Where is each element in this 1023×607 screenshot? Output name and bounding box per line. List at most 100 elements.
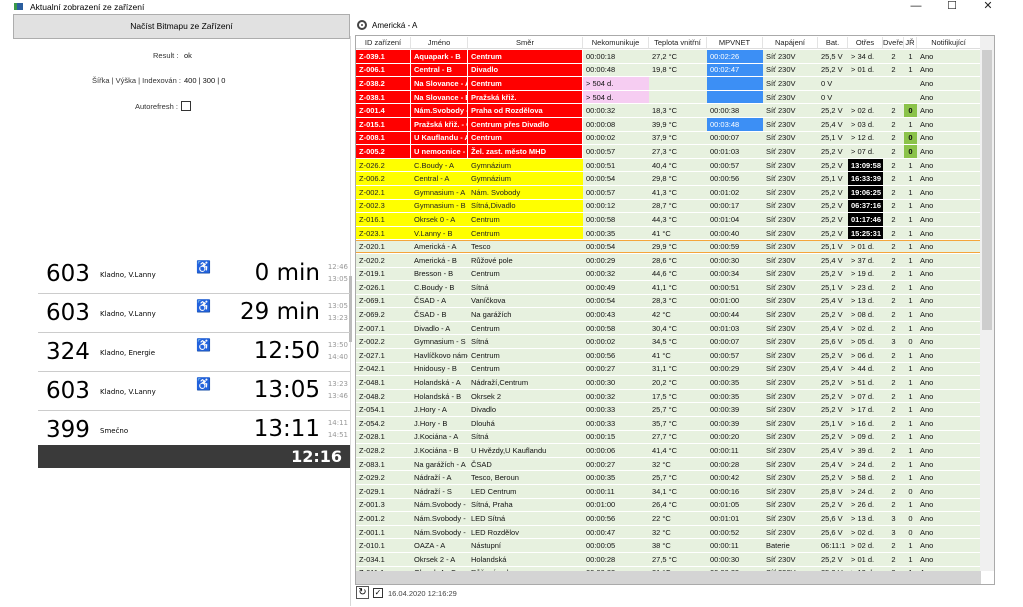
cell-name: Americká - B xyxy=(411,253,468,267)
table-row[interactable]: Z-083.1 Na garážích - A ČSAD 00:00:27 32 °C 0… xyxy=(356,457,981,471)
table-row[interactable]: Z-001.3 Nám.Svobody - I Sítná, Praha 00:01:… xyxy=(356,498,981,512)
refresh-icon[interactable]: ↻ xyxy=(356,586,369,599)
cell-shock: > 12 d. xyxy=(848,131,883,145)
cell-battery: 25,2 V xyxy=(818,185,848,199)
cell-temperature: 30,4 °C xyxy=(649,321,707,335)
table-row[interactable]: Z-015.1 Pražská křiž. - C Centrum přes Div… xyxy=(356,117,981,131)
table-row[interactable]: Z-008.1 U Kauflandu - A Centrum 00:00:02 37,… xyxy=(356,131,981,145)
cell-temperature: 25,7 °C xyxy=(649,471,707,484)
cell-notifying: Ano xyxy=(917,77,981,90)
cell-mpvnet: 00:02:26 xyxy=(707,50,763,63)
next-time-1: 13:23 xyxy=(327,380,348,388)
app-icon xyxy=(14,3,23,10)
cell-power: Síť 230V xyxy=(763,253,818,267)
cell-direction: Centrum xyxy=(468,50,583,63)
table-row[interactable]: Z-069.1 ČSAD - A Vaníčkova 00:00:54 28,3 °C 0… xyxy=(356,294,981,308)
column-header[interactable]: JŘ xyxy=(904,37,917,49)
table-row[interactable]: Z-006.1 Central - B Divadlo 00:00:48 19,8 °C… xyxy=(356,63,981,77)
table-row[interactable]: Z-010.1 OAZA - A Nástupní 00:00:05 38 °C 00:0… xyxy=(356,539,981,552)
column-header[interactable]: Notifikující xyxy=(917,37,981,49)
table-row[interactable]: Z-001.2 Nám.Svobody - S LED Sítná 00:00:56 2… xyxy=(356,512,981,525)
table-row[interactable]: Z-006.2 Central - A Gymnázium 00:00:54 29,8 … xyxy=(356,172,981,185)
cell-doors: 2 xyxy=(883,457,904,471)
table-row[interactable]: Z-069.2 ČSAD - B Na garážích 00:00:43 42 °C 0… xyxy=(356,308,981,321)
cell-battery: 25,4 V xyxy=(818,253,848,267)
table-row[interactable]: Z-002.1 Gymnasium - A Nám. Svobody 00:00:57… xyxy=(356,185,981,199)
cell-temperature: 44,3 °C xyxy=(649,213,707,226)
table-row[interactable]: Z-029.1 Nádraží - S LED Centrum 00:00:11 34,… xyxy=(356,485,981,498)
column-header[interactable]: Směr xyxy=(468,37,583,49)
minimize-button[interactable]: — xyxy=(910,0,922,12)
maximize-button[interactable]: ☐ xyxy=(947,0,957,12)
column-header[interactable]: Bat. xyxy=(818,37,848,49)
cell-device-id: Z-034.1 xyxy=(356,552,411,566)
column-header[interactable]: Napájení xyxy=(763,37,818,49)
table-row[interactable]: Z-007.1 Divadlo - A Centrum 00:00:58 30,4 °C… xyxy=(356,321,981,335)
cell-battery: 25,1 V xyxy=(818,131,848,145)
table-row[interactable]: Z-002.3 Gymnasium - B Sítná,Divadlo 00:00:1… xyxy=(356,199,981,213)
cell-notifying: Ano xyxy=(917,199,981,213)
table-row[interactable]: Z-002.2 Gymnasium - S Sítná 00:00:02 34,5 °C… xyxy=(356,335,981,349)
table-row[interactable]: Z-048.1 Holandská - A Nádraží,Centrum 00:00… xyxy=(356,376,981,389)
cell-doors: 2 xyxy=(883,403,904,417)
table-row[interactable]: Z-005.2 U nemocnice - C Žel. zast. město M… xyxy=(356,145,981,158)
column-header[interactable]: Jméno xyxy=(411,37,468,49)
cell-power: Síť 230V xyxy=(763,362,818,376)
cell-mpvnet: 00:00:17 xyxy=(707,199,763,213)
column-header[interactable]: MPVNET xyxy=(707,37,763,49)
table-row[interactable]: Z-026.1 C.Boudy - B Sítná 00:00:49 41,1 °C 00… xyxy=(356,281,981,294)
table-row[interactable]: Z-054.1 J.Hory - A Divadlo 00:00:33 25,7 °C 0… xyxy=(356,403,981,417)
footer-checkbox[interactable]: ✓ xyxy=(373,588,383,598)
table-row[interactable]: Z-001.1 Nám.Svobody - S LED Rozdělov 00:00:… xyxy=(356,525,981,539)
cell-shock: > 05 d. xyxy=(848,335,883,349)
column-header[interactable]: Otřes xyxy=(848,37,883,49)
table-row[interactable]: Z-038.2 Na Slovance - A Centrum > 504 d. Síť… xyxy=(356,77,981,90)
table-row[interactable]: Z-054.2 J.Hory - B Dlouhá 00:00:33 35,7 °C 00… xyxy=(356,417,981,430)
table-row[interactable]: Z-019.1 Bresson - B Centrum 00:00:32 44,6 °C… xyxy=(356,267,981,281)
cell-jr: 1 xyxy=(904,403,917,417)
column-header[interactable]: Nekomunikuje xyxy=(583,37,649,49)
table-row[interactable]: Z-023.1 V.Lanny - B Centrum 00:00:35 41 °C 00… xyxy=(356,226,981,240)
cell-temperature: 19,8 °C xyxy=(649,63,707,77)
load-bitmap-button[interactable]: Načíst Bitmapu ze Zařízení xyxy=(13,14,350,39)
table-row[interactable]: Z-020.1 Americká - A Tesco 00:00:54 29,9 °C 0… xyxy=(356,240,981,253)
table-row[interactable]: Z-038.1 Na Slovance - B Pražská křiž. > 504… xyxy=(356,90,981,104)
table-row[interactable]: Z-039.1 Aquapark - B Centrum 00:00:18 27,2 °… xyxy=(356,50,981,63)
table-row[interactable]: Z-029.2 Nádraží - A Tesco, Beroun 00:00:35 2… xyxy=(356,471,981,484)
cell-power: Síť 230V xyxy=(763,430,818,444)
table-row[interactable]: Z-026.2 C.Boudy - A Gymnázium 00:00:51 40,4 … xyxy=(356,158,981,172)
table-row[interactable]: Z-034.1 Okrsek 2 - A Holandská 00:00:28 27,5… xyxy=(356,552,981,566)
cell-mpvnet: 00:01:05 xyxy=(707,498,763,512)
cell-notifying: Ano xyxy=(917,471,981,484)
column-header[interactable]: ID zařízení xyxy=(356,37,411,49)
cell-no-comm: 00:00:56 xyxy=(583,349,649,362)
table-header: ID zařízení Jméno Směr Nekomunikuje Teplota … xyxy=(356,37,981,49)
table-row[interactable]: Z-016.1 Okrsek 0 - A Centrum 00:00:58 44,3 °… xyxy=(356,213,981,226)
cell-mpvnet: 00:00:30 xyxy=(707,552,763,566)
cell-doors: 2 xyxy=(883,50,904,63)
vertical-scrollbar-thumb[interactable] xyxy=(982,50,992,330)
close-button[interactable]: ✕ xyxy=(983,0,993,12)
cell-notifying: Ano xyxy=(917,185,981,199)
table-row[interactable]: Z-048.2 Holandská - B Okrsek 2 00:00:32 17,5… xyxy=(356,389,981,403)
left-scrollbar-thumb[interactable] xyxy=(349,276,352,342)
cell-direction: Tesco xyxy=(468,240,583,253)
autorefresh-checkbox[interactable] xyxy=(181,101,191,111)
cell-shock: 16:33:39 xyxy=(848,172,883,185)
horizontal-scrollbar[interactable] xyxy=(356,571,981,584)
cell-power: Síť 230V xyxy=(763,145,818,158)
column-header[interactable]: Dveře xyxy=(883,37,904,49)
cell-jr: 1 xyxy=(904,539,917,552)
line-number: 399 xyxy=(46,417,90,443)
table-row[interactable]: Z-028.1 J.Kociána - A Sítná 00:00:15 27,7 °C… xyxy=(356,430,981,444)
cell-no-comm: 00:00:32 xyxy=(583,389,649,403)
device-select-icon[interactable] xyxy=(357,20,367,30)
cell-mpvnet: 00:00:11 xyxy=(707,539,763,552)
cell-no-comm: 00:00:02 xyxy=(583,335,649,349)
column-header[interactable]: Teplota vnitřní xyxy=(649,37,707,49)
table-row[interactable]: Z-042.1 Hnidousy - B Centrum 00:00:27 31,1 °… xyxy=(356,362,981,376)
table-row[interactable]: Z-020.2 Americká - B Růžové pole 00:00:29 28… xyxy=(356,253,981,267)
